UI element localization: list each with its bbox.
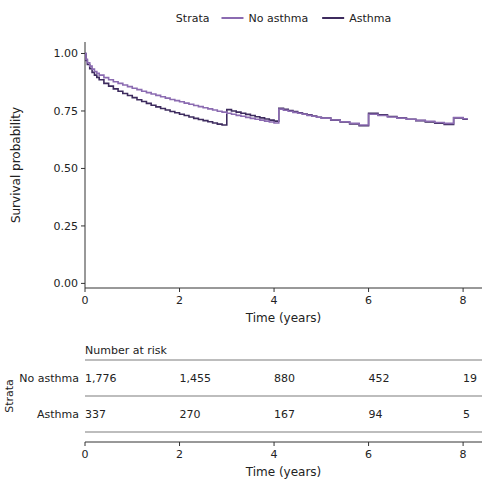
risk-count: 19	[463, 372, 477, 385]
table-border	[85, 432, 482, 433]
legend-swatch	[221, 17, 243, 19]
legend: Strata No asthma Asthma	[176, 12, 391, 25]
risk-x-tick-label: 4	[271, 448, 278, 461]
y-tick-label: 1.00	[54, 47, 79, 60]
risk-count: 1,455	[180, 372, 212, 385]
x-tick-label: 8	[460, 294, 467, 307]
risk-x-axis-label: Time (years)	[245, 465, 322, 479]
x-tick-label: 0	[82, 294, 89, 307]
x-tick	[179, 288, 180, 292]
y-tick-label: 0.25	[54, 220, 79, 233]
risk-y-axis-label: Strata	[3, 379, 16, 413]
risk-x-tick	[274, 442, 275, 446]
x-tick-label: 4	[271, 294, 278, 307]
y-axis-line	[85, 42, 86, 288]
survival-step	[85, 53, 468, 125]
risk-x-tick	[368, 442, 369, 446]
y-tick-label: 0.00	[54, 277, 79, 290]
y-tick	[81, 53, 85, 54]
risk-count: 337	[85, 408, 106, 421]
table-border	[85, 360, 482, 361]
risk-count: 452	[369, 372, 390, 385]
y-tick-label: 0.50	[54, 162, 79, 175]
table-border	[85, 396, 482, 397]
risk-count: 1,776	[85, 372, 117, 385]
chart: 0.00 0.25 0.50 0.75 1.00 0 2 4 6 8 Time (years) Sur…	[0, 0, 500, 495]
x-tick	[85, 288, 86, 292]
y-tick	[81, 283, 85, 284]
risk-x-tick	[463, 442, 464, 446]
risk-table-title: Number at risk	[85, 344, 168, 357]
x-tick	[274, 288, 275, 292]
y-axis-label: Survival probability	[9, 107, 23, 223]
x-tick-label: 2	[176, 294, 183, 307]
legend-entry: Asthma	[349, 12, 391, 25]
risk-count: 94	[369, 408, 383, 421]
risk-x-tick-label: 0	[82, 448, 89, 461]
risk-count: 270	[180, 408, 201, 421]
risk-x-tick	[179, 442, 180, 446]
risk-x-tick	[85, 442, 86, 446]
risk-count: 880	[274, 372, 295, 385]
y-tick	[81, 110, 85, 111]
risk-row-label: Asthma	[37, 408, 79, 421]
x-tick-label: 6	[365, 294, 372, 307]
plot-area	[85, 53, 468, 125]
risk-x-tick-label: 2	[176, 448, 183, 461]
risk-count: 5	[463, 408, 470, 421]
y-tick-label: 0.75	[54, 105, 79, 118]
survival-step	[85, 53, 468, 125]
risk-row-label: No asthma	[19, 372, 79, 385]
y-tick	[81, 168, 85, 169]
risk-x-tick-label: 6	[365, 448, 372, 461]
x-axis-label: Time (years)	[245, 311, 322, 325]
x-axis-line	[85, 288, 482, 289]
y-tick	[81, 225, 85, 226]
risk-x-tick-label: 8	[460, 448, 467, 461]
risk-count: 167	[274, 408, 295, 421]
legend-title: Strata	[176, 12, 210, 25]
risk-x-axis-line	[85, 442, 482, 443]
x-tick	[368, 288, 369, 292]
x-tick	[463, 288, 464, 292]
legend-swatch	[322, 17, 344, 19]
legend-entry: No asthma	[248, 12, 308, 25]
